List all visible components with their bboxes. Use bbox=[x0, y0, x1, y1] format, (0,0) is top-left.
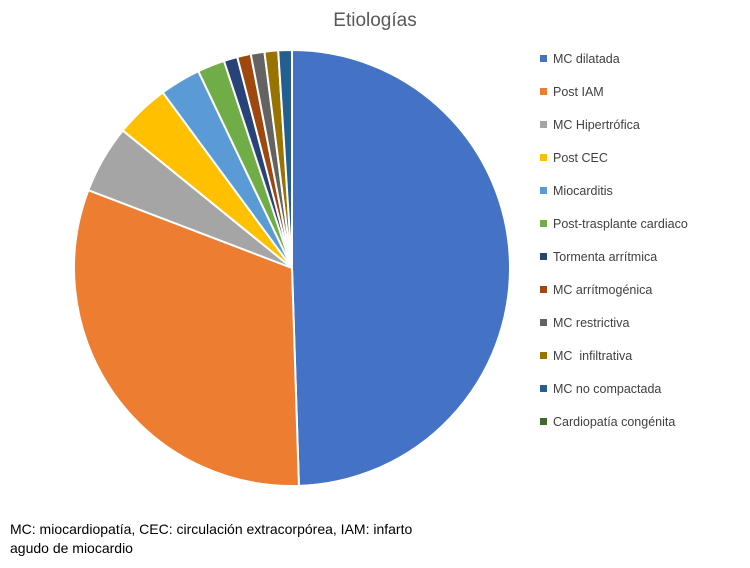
legend-item-tormenta-arritmica: Tormenta arrítmica bbox=[540, 240, 688, 273]
legend-swatch bbox=[540, 319, 547, 326]
legend-label: MC Hipertrófica bbox=[553, 117, 640, 132]
legend-item-post-iam: Post IAM bbox=[540, 75, 688, 108]
legend-swatch bbox=[540, 187, 547, 194]
legend-item-post-trasplante-cardiaco: Post-trasplante cardiaco bbox=[540, 207, 688, 240]
pie-chart bbox=[73, 48, 511, 487]
legend-swatch bbox=[540, 55, 547, 62]
legend-swatch bbox=[540, 88, 547, 95]
legend-label: Tormenta arrítmica bbox=[553, 249, 658, 264]
legend-label: MC no compactada bbox=[553, 381, 662, 396]
legend-item-mc-restrictiva: MC restrictiva bbox=[540, 306, 688, 339]
legend-swatch bbox=[540, 385, 547, 392]
legend-label: MC restrictiva bbox=[553, 315, 630, 330]
legend-item-mc-hipertrofica: MC Hipertrófica bbox=[540, 108, 688, 141]
legend-label: MC infiltrativa bbox=[553, 348, 633, 363]
pie-slice-post-iam bbox=[73, 188, 300, 487]
legend-item-mc-infiltrativa: MC infiltrativa bbox=[540, 339, 688, 372]
legend-swatch bbox=[540, 121, 547, 128]
legend-item-mc-arritmogenica: MC arrítmogénica bbox=[540, 273, 688, 306]
legend-swatch bbox=[540, 253, 547, 260]
legend-swatch bbox=[540, 418, 547, 425]
chart-legend: MC dilatada Post IAM MC Hipertrófica Post C… bbox=[540, 42, 688, 438]
legend-swatch bbox=[540, 220, 547, 227]
pie-slice-mc-dilatada bbox=[291, 48, 511, 487]
footnote: MC: miocardiopatía, CEC: circulación ext… bbox=[10, 521, 413, 556]
legend-swatch bbox=[540, 286, 547, 293]
pie-slice-mc-no-compactada bbox=[277, 48, 293, 269]
chart-title: Etiologías bbox=[333, 10, 417, 31]
legend-label: Post IAM bbox=[553, 84, 604, 99]
legend-item-mc-dilatada: MC dilatada bbox=[540, 42, 688, 75]
legend-item-mc-no-compactada: MC no compactada bbox=[540, 372, 688, 405]
legend-item-miocarditis: Miocarditis bbox=[540, 174, 688, 207]
legend-swatch bbox=[540, 154, 547, 161]
legend-label: Post-trasplante cardiaco bbox=[553, 216, 688, 231]
legend-label: Post CEC bbox=[553, 150, 608, 165]
legend-label: MC dilatada bbox=[553, 51, 620, 66]
legend-label: MC arrítmogénica bbox=[553, 282, 653, 297]
legend-swatch bbox=[540, 352, 547, 359]
legend-label: Miocarditis bbox=[553, 183, 613, 198]
legend-item-post-cec: Post CEC bbox=[540, 141, 688, 174]
legend-item-cardiopatia-congenita: Cardiopatía congénita bbox=[540, 405, 688, 438]
legend-label: Cardiopatía congénita bbox=[553, 414, 676, 429]
